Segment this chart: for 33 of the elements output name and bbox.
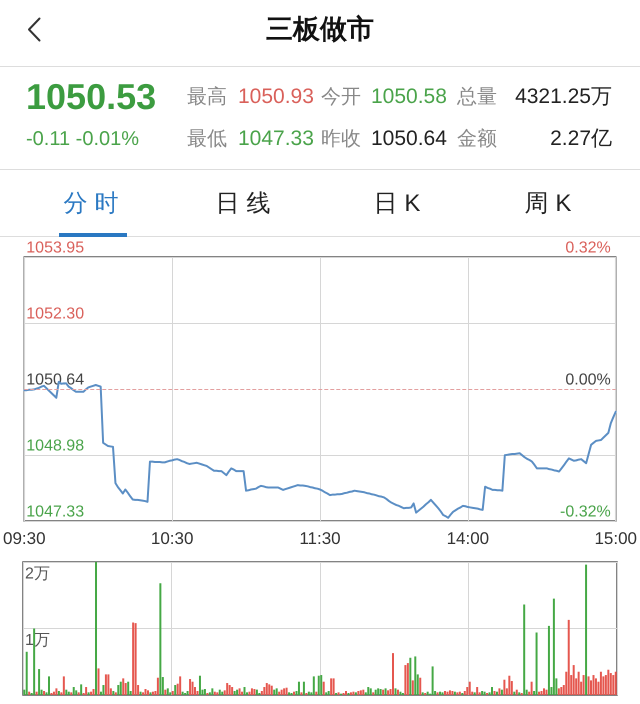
text: 最低 [187, 126, 227, 152]
text: 日 K [372, 189, 422, 219]
text: 最高 [187, 84, 227, 110]
x-tick-label: 14:00 [446, 529, 490, 548]
x-tick-label: 09:30 [2, 529, 46, 548]
text: 1050.53 [26, 74, 156, 118]
x-tick-label: 15:00 [594, 529, 638, 548]
y-tick-label: 1050.64 [26, 372, 84, 388]
text: 昨收 [321, 126, 361, 152]
text: 日 线 [214, 189, 272, 219]
text: 周 K [524, 189, 572, 219]
text: 金额 [457, 126, 497, 152]
text: -0.11 -0.01% [26, 126, 140, 152]
y-tick-label: 1053.95 [26, 240, 84, 256]
x-tick-label: 10:30 [150, 529, 194, 548]
text: 今开 [321, 84, 361, 110]
y-tick-label: 1048.98 [26, 438, 84, 455]
text: 分 时 [62, 189, 120, 219]
y-tick-label: 1047.33 [26, 504, 84, 520]
text: 2.27亿 [550, 126, 612, 152]
text: 1050.58 [371, 84, 447, 110]
chart-title: 三板做市 [265, 13, 375, 46]
text: 1047.33 [238, 126, 314, 152]
text: 1050.64 [371, 126, 447, 152]
y2-tick-label: 0.32% [565, 240, 611, 256]
text: 总量 [457, 84, 497, 110]
y-tick-label: 2万 [25, 566, 50, 582]
y2-tick-label: 0.00% [565, 372, 611, 388]
text: 4321.25万 [515, 84, 612, 110]
y2-tick-label: -0.32% [560, 504, 611, 520]
y-tick-label: 1052.30 [26, 305, 84, 322]
x-tick-label: 11:30 [299, 529, 341, 548]
text: 1050.93 [238, 84, 314, 110]
